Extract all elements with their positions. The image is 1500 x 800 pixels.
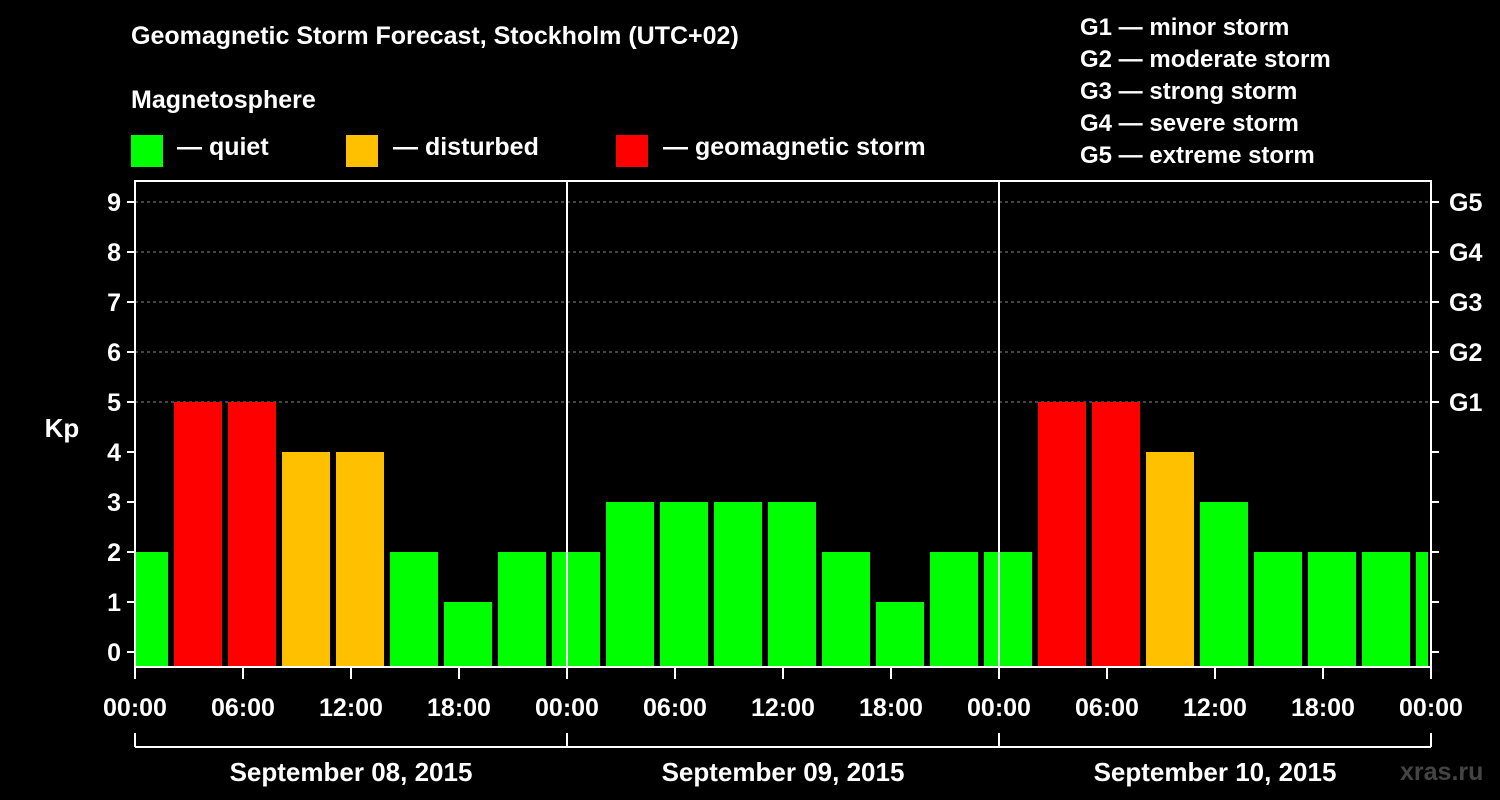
g-level-label: G1 (1449, 389, 1482, 417)
x-tick-label: 18:00 (859, 694, 923, 722)
y-tick-label: 9 (107, 189, 121, 217)
kp-bar (228, 402, 277, 667)
kp-bar (498, 552, 547, 667)
y-axis-label: Kp (45, 413, 80, 443)
y-tick-label: 3 (107, 489, 121, 517)
y-tick-label: 1 (107, 589, 121, 617)
kp-bar (1092, 402, 1141, 667)
kp-bar (714, 502, 763, 667)
g-level-label: G3 (1449, 289, 1482, 317)
x-tick-label: 12:00 (319, 694, 383, 722)
day-label: September 10, 2015 (1094, 757, 1337, 787)
kp-bar (1308, 552, 1357, 667)
y-tick-label: 6 (107, 339, 121, 367)
g-level-label: G4 (1449, 239, 1482, 267)
storm-scale-g3: G3 — strong storm (1080, 78, 1298, 105)
x-tick-label: 00:00 (967, 694, 1031, 722)
kp-bar (606, 502, 655, 667)
storm-scale-g5: G5 — extreme storm (1080, 142, 1315, 169)
x-tick-label: 12:00 (751, 694, 815, 722)
magnetosphere-label: Magnetosphere (131, 86, 316, 114)
x-tick-label: 06:00 (211, 694, 275, 722)
kp-bar (174, 402, 223, 667)
g-level-label: G2 (1449, 339, 1482, 367)
day-label: September 09, 2015 (662, 757, 905, 787)
x-tick-label: 12:00 (1183, 694, 1247, 722)
kp-bar (876, 602, 925, 667)
kp-bar (136, 552, 169, 667)
kp-bar (552, 552, 601, 667)
kp-bar (984, 552, 1033, 667)
y-tick-label: 0 (107, 639, 121, 667)
legend-swatch-storm (616, 135, 648, 167)
x-tick-label: 00:00 (103, 694, 167, 722)
legend-swatch-disturbed (346, 135, 378, 167)
kp-bar (282, 452, 331, 667)
watermark: xras.ru (1400, 758, 1484, 786)
storm-scale-g1: G1 — minor storm (1080, 14, 1290, 41)
y-tick-label: 5 (107, 389, 121, 417)
x-tick-label: 06:00 (1075, 694, 1139, 722)
kp-bar (1146, 452, 1195, 667)
kp-bar (822, 552, 871, 667)
legend-label-quiet: — quiet (177, 133, 269, 161)
y-tick-label: 2 (107, 539, 121, 567)
kp-bar (930, 552, 979, 667)
storm-scale-g2: G2 — moderate storm (1080, 46, 1331, 73)
y-tick-label: 8 (107, 239, 121, 267)
kp-bar (390, 552, 439, 667)
kp-bar (1254, 552, 1303, 667)
kp-bar (1200, 502, 1249, 667)
x-tick-label: 06:00 (643, 694, 707, 722)
legend-swatch-quiet (131, 135, 163, 167)
legend-label-disturbed: — disturbed (393, 133, 539, 161)
kp-bar (768, 502, 817, 667)
y-tick-label: 4 (107, 439, 121, 467)
kp-bar (444, 602, 493, 667)
x-tick-label: 18:00 (427, 694, 491, 722)
chart-title: Geomagnetic Storm Forecast, Stockholm (U… (131, 22, 739, 50)
y-tick-label: 7 (107, 289, 121, 317)
kp-bar (660, 502, 709, 667)
legend-label-storm: — geomagnetic storm (663, 133, 926, 161)
storm-scale-g4: G4 — severe storm (1080, 110, 1299, 137)
day-label: September 08, 2015 (230, 757, 473, 787)
kp-bar (1416, 552, 1428, 667)
x-tick-label: 00:00 (1399, 694, 1463, 722)
kp-bar (336, 452, 385, 667)
kp-bar (1038, 402, 1087, 667)
kp-bar (1362, 552, 1411, 667)
g-level-label: G5 (1449, 189, 1482, 217)
x-tick-label: 18:00 (1291, 694, 1355, 722)
x-tick-label: 00:00 (535, 694, 599, 722)
